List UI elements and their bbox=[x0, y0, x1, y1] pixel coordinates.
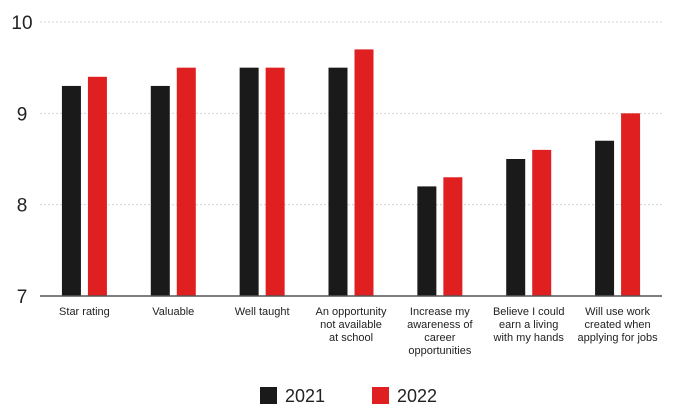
x-category-label-line: with my hands bbox=[493, 332, 565, 344]
x-category-label: Believe I could earn a living with my hand… bbox=[493, 306, 565, 344]
x-category-label-line: Star rating bbox=[59, 306, 110, 318]
x-category-label-line: Will use work bbox=[585, 306, 650, 318]
x-category-label: Increase my awareness of career opportuniti… bbox=[407, 306, 473, 357]
bar-2021 bbox=[150, 85, 170, 296]
x-category-label: Well taught bbox=[235, 306, 290, 318]
x-category-label: Will use work created when applying for jo… bbox=[578, 306, 659, 344]
bar-2022 bbox=[621, 113, 641, 296]
x-category-label-line: Believe I could bbox=[493, 306, 565, 318]
y-tick-label: 8 bbox=[17, 196, 28, 217]
x-category-label-line: awareness of bbox=[407, 319, 473, 331]
x-category-label-line: earn a living bbox=[499, 319, 558, 331]
x-category-label: Valuable bbox=[152, 306, 194, 318]
bar-2021 bbox=[239, 67, 259, 297]
bar-2022 bbox=[532, 149, 552, 296]
x-category-label-line: opportunities bbox=[408, 345, 471, 357]
y-axis-ticks: 7 8 9 10 bbox=[11, 13, 32, 308]
x-category-label-line: created when bbox=[585, 319, 651, 331]
legend-swatch-2022 bbox=[372, 387, 389, 404]
bar-2022 bbox=[87, 76, 107, 296]
legend-swatch-2021 bbox=[260, 387, 277, 404]
bar-2022 bbox=[443, 177, 463, 296]
x-category-label-line: Increase my bbox=[410, 306, 470, 318]
x-category-label-line: not available bbox=[320, 319, 382, 331]
x-category-label: Star rating bbox=[59, 306, 110, 318]
x-axis-labels: Star rating Valuable Well taught An opportu… bbox=[59, 306, 658, 357]
x-category-label-line: applying for jobs bbox=[578, 332, 659, 344]
bars bbox=[61, 49, 641, 297]
bar-2021 bbox=[595, 140, 615, 296]
y-tick-label: 9 bbox=[17, 104, 28, 125]
y-tick-label: 10 bbox=[11, 13, 32, 34]
x-category-label-line: An opportunity bbox=[316, 306, 387, 318]
x-category-label-line: Valuable bbox=[152, 306, 194, 318]
gridlines bbox=[40, 21, 662, 206]
bar-2022 bbox=[354, 49, 374, 297]
legend: 2021 2022 bbox=[260, 386, 437, 405]
x-category-label-line: Well taught bbox=[235, 306, 290, 318]
x-category-label-line: career bbox=[424, 332, 456, 344]
bar-2021 bbox=[506, 159, 526, 296]
y-tick-label: 7 bbox=[17, 287, 28, 308]
bar-2021 bbox=[417, 186, 437, 296]
bar-2022 bbox=[176, 67, 196, 297]
bar-2022 bbox=[265, 67, 285, 297]
legend-label-2022: 2022 bbox=[397, 386, 437, 405]
bar-2021 bbox=[61, 85, 81, 296]
bar-2021 bbox=[328, 67, 348, 297]
legend-label-2021: 2021 bbox=[285, 386, 325, 405]
x-category-label-line: at school bbox=[329, 332, 373, 344]
x-category-label: An opportunity not available at school bbox=[316, 306, 387, 344]
